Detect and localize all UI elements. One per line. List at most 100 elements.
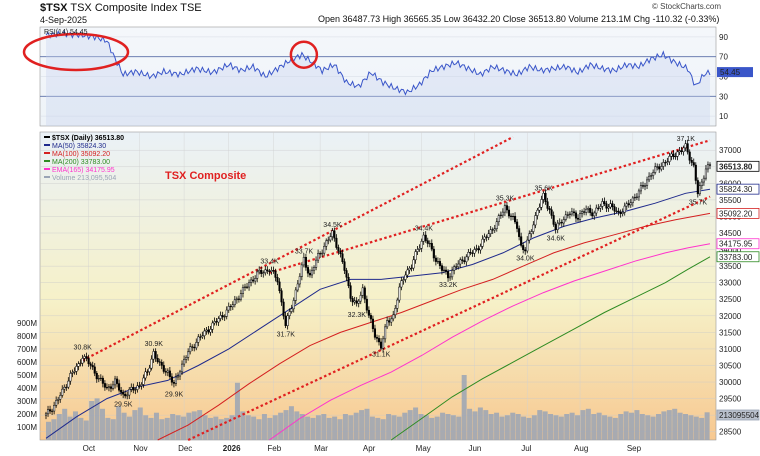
price-candle xyxy=(282,301,285,317)
price-candle xyxy=(528,233,531,241)
volume-tick-label: 500M xyxy=(17,371,37,380)
copyright: © StockCharts.com xyxy=(652,2,722,11)
price-candle xyxy=(349,285,352,299)
last-value-box-ma100 xyxy=(716,207,760,219)
price-candle xyxy=(398,286,401,301)
price-candle xyxy=(534,215,537,226)
last-value-box-ma50 xyxy=(716,183,760,195)
price-candle xyxy=(134,389,137,391)
volume-bar xyxy=(170,414,176,440)
high-value: 36565.35 xyxy=(403,14,442,24)
price-candle xyxy=(248,282,251,288)
price-candle xyxy=(118,383,121,391)
price-candle xyxy=(95,372,98,380)
price-candle xyxy=(327,239,330,242)
price-candle xyxy=(601,201,604,207)
volume-bar xyxy=(62,408,68,440)
price-candle xyxy=(298,276,301,285)
price-candle xyxy=(351,298,354,303)
price-candle xyxy=(191,346,194,348)
legend-entry-price: $TSX (Daily) 36513.80 xyxy=(52,135,124,142)
price-candle xyxy=(158,361,161,363)
header-symbol: $TSX TSX Composite Index TSE xyxy=(40,2,202,14)
price-candle xyxy=(55,400,58,406)
price-candle xyxy=(294,289,297,301)
y-tick-label: 34000 xyxy=(719,246,742,255)
volume-bar xyxy=(121,412,127,440)
price-candle xyxy=(625,203,628,207)
volume-bar xyxy=(213,416,219,440)
volume-bar xyxy=(477,407,483,440)
price-candle xyxy=(201,335,204,338)
price-candle xyxy=(377,338,381,343)
volume-bar xyxy=(224,417,230,440)
last-value-ma50: 35824.30 xyxy=(719,185,753,194)
price-candle xyxy=(243,286,247,288)
price-candle xyxy=(511,215,515,218)
price-candle xyxy=(276,277,279,283)
price-candle xyxy=(548,208,551,211)
volume-bar xyxy=(256,419,262,440)
y-tick-label: 28500 xyxy=(719,428,742,437)
price-candle xyxy=(193,346,196,349)
price-candle xyxy=(666,161,669,163)
price-candle xyxy=(331,230,334,237)
volume-bar xyxy=(467,408,473,440)
price-candle xyxy=(166,370,169,373)
price-candle xyxy=(542,192,545,200)
volume-bar xyxy=(234,382,240,440)
price-candle xyxy=(274,270,277,278)
price-candle xyxy=(189,346,192,353)
price-candle xyxy=(672,153,675,157)
price-candle xyxy=(317,253,320,261)
price-candle xyxy=(394,308,397,316)
price-candle xyxy=(538,207,541,211)
x-tick-label: Feb xyxy=(267,444,281,453)
price-candle xyxy=(144,371,147,379)
volume-bar xyxy=(558,416,564,440)
volume-bar xyxy=(672,408,678,440)
price-candle xyxy=(315,259,318,268)
price-annotation-label: 29.5K xyxy=(114,401,133,408)
volume-bar xyxy=(575,415,581,440)
price-candle xyxy=(479,246,482,251)
legend-swatch-ma100 xyxy=(44,152,50,154)
legend-entry-ma200: MA(200) 33783.00 xyxy=(52,159,110,166)
price-candle xyxy=(652,172,655,176)
volume-bar xyxy=(386,414,392,440)
price-candle xyxy=(225,309,228,317)
price-candle xyxy=(126,394,129,397)
price-candle xyxy=(704,168,707,179)
volume-bar xyxy=(78,417,84,440)
y-tick-label: 37000 xyxy=(719,146,742,155)
price-candle xyxy=(416,249,419,252)
price-candle xyxy=(233,299,236,306)
volume-bar xyxy=(261,414,267,440)
price-candle xyxy=(593,212,596,217)
volume-tick-label: 600M xyxy=(17,358,37,367)
volume-bar xyxy=(531,415,537,440)
volume-bar xyxy=(688,415,694,440)
last-value-box-volume xyxy=(716,409,760,421)
price-candle xyxy=(426,240,429,244)
price-candle xyxy=(231,304,234,308)
volume-bar xyxy=(126,416,132,440)
price-candle xyxy=(359,295,362,302)
volume-bar xyxy=(607,416,613,440)
volume-bar xyxy=(704,412,710,440)
price-candle xyxy=(319,253,322,255)
price-candle xyxy=(170,376,173,383)
volume-tick-label: 700M xyxy=(17,345,37,354)
price-annotation-label: 31.1K xyxy=(372,352,391,359)
price-candle xyxy=(489,229,492,234)
volume-bar xyxy=(402,412,408,440)
price-candle xyxy=(662,162,665,167)
volume-bar xyxy=(299,414,305,440)
price-candle xyxy=(256,271,259,279)
volume-bar xyxy=(278,412,284,440)
price-candle xyxy=(430,243,433,250)
price-candle xyxy=(150,358,153,369)
price-candle xyxy=(493,228,496,231)
price-candle xyxy=(154,351,157,359)
price-candle xyxy=(708,164,712,166)
